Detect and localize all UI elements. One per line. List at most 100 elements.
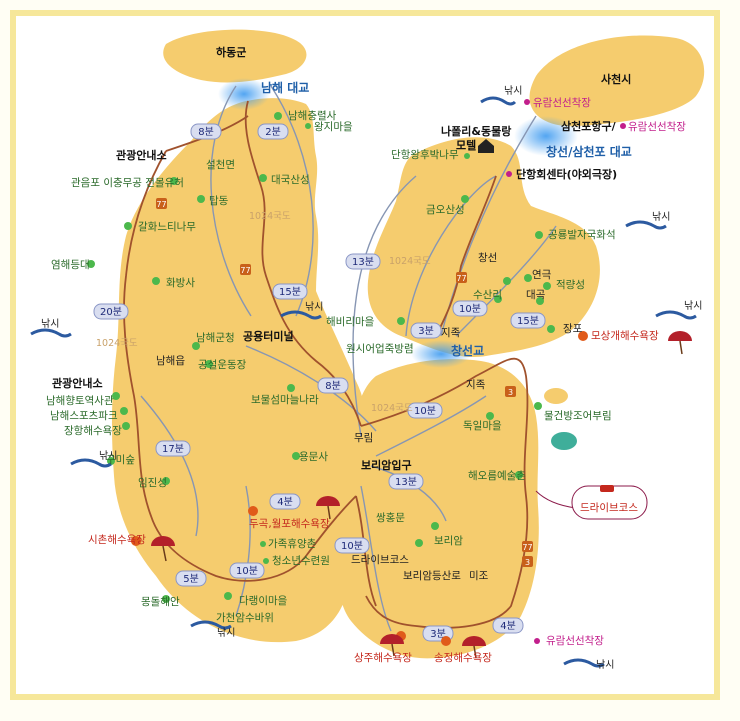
route-77-badge-3: 77 bbox=[456, 272, 467, 283]
label-jijok-1: 지족 bbox=[441, 327, 461, 339]
travel-time-badges: 8분 2분 15분 20분 8분 17분 4분 5분 10분 13분 10분 3… bbox=[93, 123, 546, 642]
time-badge: 17분 bbox=[155, 440, 191, 457]
label-namhae-bridge: 남해 대교 bbox=[261, 80, 309, 95]
poi-dot bbox=[431, 522, 439, 530]
fishing-label: 낚시 bbox=[99, 450, 117, 462]
label-info-2: 관광안내소 bbox=[52, 376, 103, 390]
label-janghang: 장항해수욕장 bbox=[64, 424, 122, 437]
route-77-badge-4: 77 bbox=[522, 541, 533, 552]
time-badge: 10분 bbox=[334, 537, 370, 554]
poi-dot bbox=[224, 592, 232, 600]
label-port-b: 유람선선착장 bbox=[628, 120, 686, 133]
map-frame: 77 77 77 77 3 3 8분 2분 15분 20분 8분 17분 4분 … bbox=[10, 10, 720, 700]
label-gumi: 구미숲 bbox=[106, 454, 135, 466]
time-badge: 5분 bbox=[175, 570, 207, 587]
time-label: 8분 bbox=[198, 126, 214, 138]
label-imjin: 임진성 bbox=[138, 476, 167, 489]
label-yeonguk: 연극 bbox=[532, 269, 552, 281]
fishing-label: 낚시 bbox=[596, 659, 614, 671]
poi-dot bbox=[263, 558, 269, 564]
time-label: 4분 bbox=[500, 620, 516, 632]
drive-course-callout: 드라이브코스 bbox=[535, 485, 648, 520]
label-gajok: 가족휴양촌 bbox=[268, 538, 317, 550]
beach-marker bbox=[131, 536, 141, 546]
poi-dot bbox=[494, 295, 502, 303]
label-namhae-eup: 남해읍 bbox=[156, 354, 185, 367]
time-label: 10분 bbox=[341, 540, 363, 552]
route-77-label-3: 77 bbox=[456, 274, 466, 283]
label-hyangto: 남해향토역사관 bbox=[46, 394, 114, 407]
poi-dot bbox=[415, 539, 423, 547]
label-susanri: 수산리 bbox=[473, 289, 502, 301]
beach-umbrella-icon bbox=[462, 636, 486, 659]
label-sangju: 상주해수욕장 bbox=[354, 651, 412, 664]
land-small-islet bbox=[544, 388, 568, 404]
label-gwaneumpo: 관음포 이충무공 전몰유허 bbox=[71, 177, 184, 189]
label-mijo: 미조 bbox=[469, 570, 489, 582]
label-mongdol: 몽돌해안 bbox=[141, 595, 180, 608]
route-77-label-4: 77 bbox=[522, 543, 532, 552]
road-number-badges: 77 77 77 77 3 3 bbox=[156, 198, 533, 567]
beach-umbrella-icon bbox=[380, 634, 404, 657]
route-3-badge-1: 3 bbox=[505, 386, 516, 397]
special-markers bbox=[131, 99, 626, 646]
time-badge: 3분 bbox=[410, 322, 442, 339]
namhae-tourist-map: 77 77 77 77 3 3 8분 2분 15분 20분 8분 17분 4분 … bbox=[30, 29, 705, 671]
poi-dot bbox=[287, 384, 295, 392]
poi-dot bbox=[162, 595, 170, 603]
changseon-gyo-glow bbox=[411, 340, 471, 368]
poi-dot bbox=[107, 457, 115, 465]
poi-dot bbox=[192, 342, 200, 350]
label-borieum: 보리암 bbox=[434, 535, 463, 547]
label-motel-1: 나폴리&동물랑 bbox=[441, 124, 511, 138]
route-77-label-2: 77 bbox=[240, 266, 250, 275]
label-mulgeon: 물건방조어부림 bbox=[544, 410, 612, 422]
poi-dot bbox=[170, 177, 178, 185]
label-road1024-b: 1024국도 bbox=[96, 338, 138, 349]
label-sports: 남해스포츠파크 bbox=[50, 409, 118, 422]
beach-marker bbox=[248, 506, 258, 516]
time-label: 10분 bbox=[414, 405, 436, 417]
label-road1024-d: 1024국도 bbox=[371, 403, 413, 414]
label-wangji: 왕지마을 bbox=[314, 121, 353, 133]
fishing-label: 낚시 bbox=[504, 85, 522, 97]
time-label: 13분 bbox=[352, 256, 374, 268]
label-sichon: 시촌해수욕장 bbox=[88, 533, 146, 546]
label-tapdong: 탑동 bbox=[209, 195, 229, 207]
label-chungryeolsa: 남해충렬사 bbox=[288, 109, 337, 122]
poi-dot bbox=[87, 260, 95, 268]
time-label: 3분 bbox=[430, 628, 446, 640]
label-info-1: 관광안내소 bbox=[116, 148, 167, 162]
fishing-icon: 낚시 bbox=[625, 211, 670, 230]
label-yuram-1: 유람선선착장 bbox=[533, 96, 591, 109]
land-sacheon bbox=[529, 35, 705, 127]
fishing-label: 낚시 bbox=[41, 318, 59, 330]
poi-dot bbox=[197, 195, 205, 203]
label-jijok-2: 지족 bbox=[466, 379, 486, 391]
poi-dot bbox=[162, 477, 170, 485]
poi-dot bbox=[152, 277, 160, 285]
poi-dot bbox=[536, 297, 544, 305]
fishing-label: 낚시 bbox=[652, 211, 670, 223]
poi-dot bbox=[543, 282, 551, 290]
beach-umbrella-icon bbox=[151, 536, 175, 562]
poi-dot bbox=[464, 153, 470, 159]
label-daegok: 대곡 bbox=[526, 289, 546, 301]
fishing-icon: 낚시 bbox=[190, 620, 235, 639]
time-label: 2분 bbox=[265, 126, 281, 138]
poi-dot bbox=[534, 402, 542, 410]
poi-dot bbox=[120, 407, 128, 415]
car-icon bbox=[600, 485, 614, 492]
poi-dot bbox=[524, 274, 532, 282]
route-77-badge-2: 77 bbox=[240, 264, 251, 275]
pink-marker bbox=[506, 171, 512, 177]
time-badge: 15분 bbox=[272, 283, 308, 300]
label-mureum: 무림 bbox=[354, 432, 373, 444]
label-changseon-bridge: 창선/삼천포 대교 bbox=[546, 144, 632, 159]
label-jeokryang: 적량성 bbox=[556, 279, 585, 291]
land-namhae-west-island bbox=[111, 98, 367, 643]
pink-marker bbox=[524, 99, 530, 105]
label-songjeong: 송정해수욕장 bbox=[434, 651, 492, 664]
route-3-label-1: 3 bbox=[508, 388, 513, 397]
poi-dot bbox=[305, 123, 311, 129]
